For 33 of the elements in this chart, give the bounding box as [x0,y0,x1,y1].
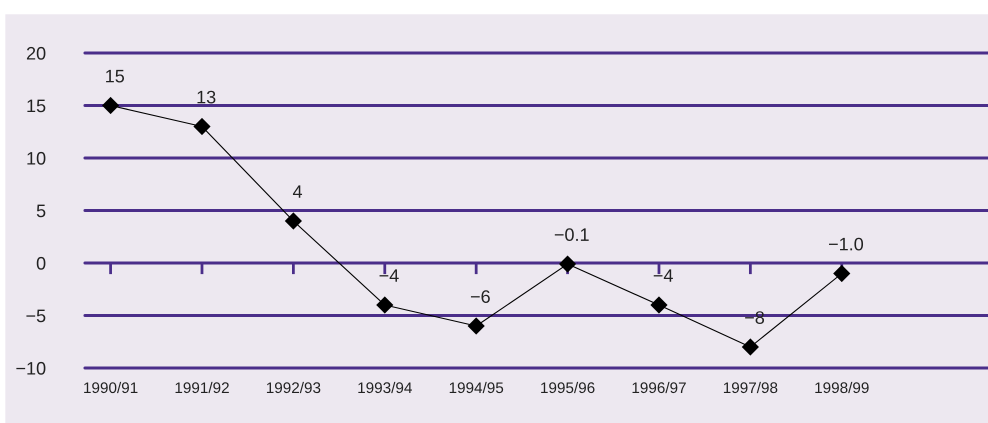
x-tick-label: 1996/97 [632,382,686,394]
x-tick-label: 1997/98 [724,382,778,394]
data-label: −4 [654,269,673,282]
point [102,97,119,114]
x-tick-label: 1992/93 [266,382,320,394]
x-tick-label: 1998/99 [815,382,869,394]
point [468,318,485,334]
y-tick-label: 10 [27,152,46,165]
point [742,338,759,356]
data-label: −4 [380,269,399,282]
x-tick-label: 1995/96 [541,382,595,394]
data-label: −1.0 [829,238,864,250]
data-label: 13 [197,90,216,104]
y-tick-label: −10 [16,362,46,375]
data-label: −6 [470,290,490,303]
x-tick-label: 1991/92 [176,382,229,394]
y-tick-label: 0 [36,256,46,270]
x-tick-label: 1994/95 [450,382,504,394]
y-tick-label: 5 [36,204,46,218]
data-label: 15 [106,70,124,82]
point [559,256,576,272]
point [194,118,210,135]
point [285,212,302,230]
data-label: −0.1 [554,228,589,242]
point [376,296,394,314]
y-tick-label: −5 [26,310,46,322]
x-tick-label: 1993/94 [358,382,412,394]
point [650,296,668,314]
point [833,265,850,282]
y-tick-label: 20 [26,46,46,60]
y-tick-label: 15 [27,100,46,112]
x-tick-label: 1990/91 [84,382,138,394]
data-label: 4 [292,185,302,198]
